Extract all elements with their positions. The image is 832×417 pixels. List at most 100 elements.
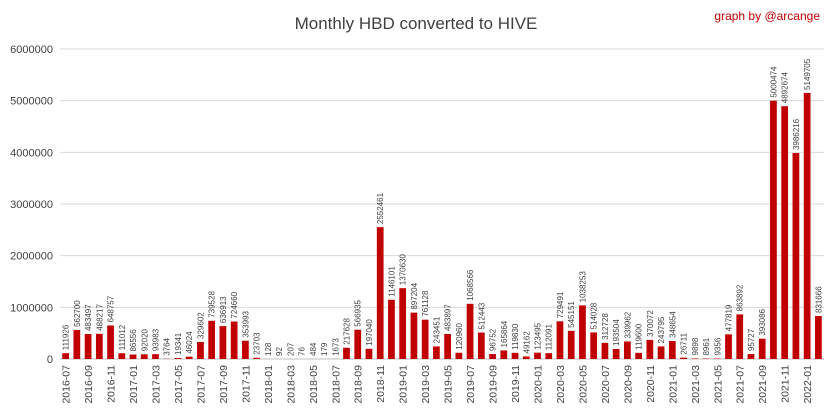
- bar: [534, 352, 541, 359]
- data-label: 243795: [657, 316, 666, 343]
- x-tick-label: 2020-09: [622, 365, 634, 404]
- data-label: 119830: [511, 323, 520, 350]
- data-label: 8961: [702, 337, 711, 355]
- x-tick-label: 2018-11: [375, 365, 387, 403]
- x-tick-label: 2021-11: [780, 365, 792, 403]
- data-label: 2552461: [376, 192, 385, 224]
- data-label: 1370630: [399, 253, 408, 285]
- bar: [590, 332, 598, 359]
- data-label: 26711: [680, 332, 689, 354]
- x-tick-label: 2018-07: [330, 365, 342, 404]
- bar: [152, 354, 159, 359]
- data-label: 483897: [444, 304, 453, 331]
- data-label: 197040: [365, 319, 374, 346]
- data-label: 9898: [691, 337, 700, 355]
- x-tick-label: 2019-07: [465, 365, 477, 404]
- data-label: 119600: [635, 323, 644, 350]
- data-label: 1673: [331, 338, 340, 356]
- x-tick-label: 2018-03: [285, 365, 297, 404]
- bar: [174, 358, 182, 359]
- x-tick-label: 2017-07: [195, 365, 207, 404]
- data-label: 739528: [208, 291, 217, 318]
- bar: [770, 100, 777, 359]
- data-label: 329602: [196, 312, 205, 339]
- y-tick-label: 3000000: [10, 199, 53, 211]
- x-tick-label: 2021-07: [735, 365, 747, 404]
- x-tick-label: 2021-05: [712, 365, 724, 404]
- data-label: 897204: [410, 282, 419, 309]
- data-label: 562700: [73, 300, 82, 327]
- x-tick-label: 2018-05: [308, 365, 320, 404]
- x-tick-label: 2017-05: [173, 365, 185, 404]
- x-tick-label: 2020-05: [577, 365, 589, 404]
- data-label: 5149705: [803, 58, 812, 90]
- bar: [118, 353, 126, 359]
- bar: [567, 330, 575, 359]
- bars: [62, 92, 822, 359]
- data-label: 165864: [500, 320, 509, 347]
- data-label: 761128: [421, 290, 430, 317]
- x-tick-label: 2019-05: [443, 365, 455, 404]
- data-label: 86556: [129, 329, 138, 352]
- data-label: 92020: [140, 328, 149, 351]
- data-label: 92: [275, 347, 284, 356]
- bar: [747, 354, 755, 359]
- data-label: 1068566: [466, 269, 475, 301]
- data-label: 193504: [612, 319, 621, 346]
- bar: [601, 342, 609, 359]
- data-label: 179: [320, 342, 329, 356]
- data-label: 76: [298, 347, 307, 356]
- x-axis: 2016-07 2016-09 2016-11 2017-01 2017-03 2017-…: [61, 365, 815, 404]
- data-label: 353993: [241, 310, 250, 337]
- data-label: 111012: [118, 324, 127, 350]
- x-tick-label: 2020-03: [555, 365, 567, 404]
- bar: [410, 312, 418, 359]
- bar: [421, 319, 429, 359]
- data-label: 724660: [230, 291, 239, 318]
- bar: [545, 353, 553, 359]
- bar: [792, 153, 800, 359]
- data-label: 4892674: [781, 72, 790, 104]
- data-label: 370072: [646, 310, 655, 337]
- bar: [388, 299, 395, 359]
- bar: [646, 339, 654, 359]
- y-axis: 0 1000000 2000000 3000000 4000000 5000000 6000…: [10, 44, 53, 366]
- bar: [477, 332, 485, 359]
- data-label: 339962: [623, 311, 632, 338]
- bar: [803, 92, 811, 359]
- bar: [343, 347, 350, 359]
- bar: [758, 338, 766, 359]
- data-label: 3986216: [792, 118, 801, 150]
- data-label: 46024: [185, 331, 194, 354]
- data-label: 566935: [354, 299, 363, 326]
- bar: [736, 314, 744, 359]
- bar: [129, 354, 137, 359]
- x-tick-label: 2021-01: [667, 365, 679, 404]
- x-tick-label: 2017-03: [151, 365, 163, 404]
- data-label: 128: [264, 342, 273, 356]
- data-label: 831666: [814, 286, 823, 313]
- bar: [208, 320, 216, 359]
- x-tick-label: 2019-09: [488, 365, 500, 404]
- bar: [624, 341, 631, 359]
- x-tick-label: 2016-09: [83, 365, 95, 404]
- data-label: 123495: [534, 322, 543, 349]
- bar: [668, 340, 676, 359]
- chart-credit: graph by @arcange: [714, 9, 820, 23]
- data-label: 393086: [758, 308, 767, 335]
- bar: [376, 227, 384, 359]
- bar: [511, 352, 519, 359]
- y-tick-label: 4000000: [10, 147, 53, 159]
- x-tick-label: 2020-01: [533, 365, 545, 404]
- data-label: 120960: [455, 323, 464, 350]
- x-tick-label: 2016-07: [61, 365, 73, 404]
- bar: [62, 353, 69, 359]
- bar: [95, 333, 103, 359]
- x-tick-label: 2018-01: [263, 365, 275, 404]
- data-label: 5000474: [769, 66, 778, 98]
- x-tick-label: 2019-11: [510, 365, 522, 403]
- data-label: 217628: [343, 318, 352, 345]
- chart-title: Monthly HBD converted to HIVE: [295, 14, 538, 33]
- bar: [73, 329, 81, 359]
